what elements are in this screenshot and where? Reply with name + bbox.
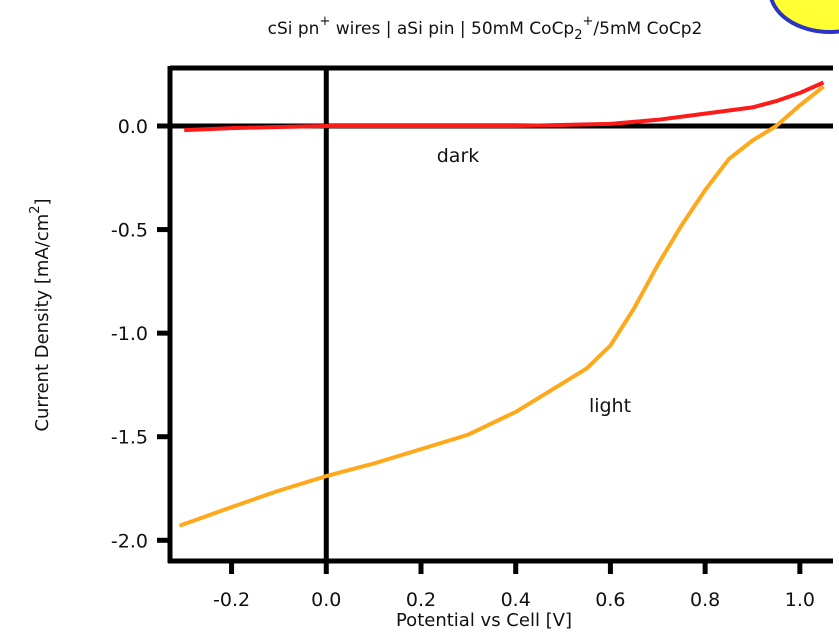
title-part: + — [583, 14, 594, 29]
title-part: cSi pn — [268, 19, 320, 39]
y-tick-label: -1.0 — [111, 323, 148, 345]
y-tick-label: -2.0 — [111, 530, 148, 552]
badge — [769, 0, 839, 34]
y-label-part: 2 — [28, 205, 43, 213]
x-tick-label: 0.6 — [595, 589, 625, 611]
y-label-part: Current Density [mA/cm — [32, 214, 53, 432]
x-tick-label: -0.2 — [213, 589, 250, 611]
series-line — [178, 85, 825, 528]
y-tick-label: 0.0 — [118, 116, 148, 138]
title-part: /5mM CoCp2 — [593, 19, 702, 39]
x-tick-label: 0.4 — [501, 589, 531, 611]
plot-area — [170, 68, 833, 561]
title-part: + — [319, 14, 330, 29]
title-part: wires | aSi pin | 50mM CoCp — [330, 19, 574, 39]
frame — [167, 65, 833, 564]
y-label-part: ] — [32, 198, 53, 205]
title-part: 2 — [574, 28, 582, 43]
x-axis-label: Potential vs Cell [V] — [396, 610, 572, 631]
y-tick-label: -0.5 — [111, 220, 148, 242]
x-tick-label: 0.2 — [406, 589, 436, 611]
series-label: dark — [437, 145, 480, 167]
x-tick-label: 1.0 — [785, 589, 815, 611]
series-line — [184, 80, 825, 133]
x-tick-label: 0.0 — [311, 589, 341, 611]
y-axis-label: Current Density [mA/cm2] — [28, 198, 53, 431]
series-label: light — [589, 395, 631, 417]
x-tick-label: 0.8 — [690, 589, 720, 611]
chart-title: cSi pn+ wires | aSi pin | 50mM CoCp2+/5m… — [268, 14, 703, 43]
y-tick-label: -1.5 — [111, 427, 148, 449]
